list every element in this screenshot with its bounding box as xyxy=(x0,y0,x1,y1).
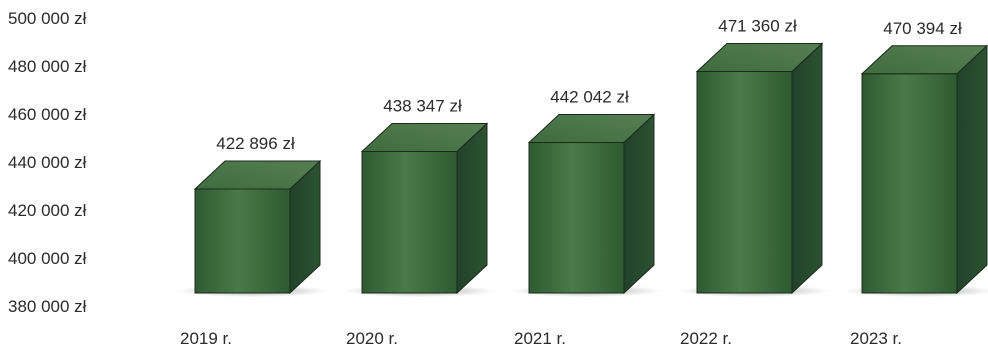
y-tick-label: 400 000 zł xyxy=(8,249,87,268)
bar-side-face xyxy=(791,42,823,295)
y-tick-label: 500 000 zł xyxy=(8,9,87,28)
bar-top-face xyxy=(860,45,988,75)
y-tick-label: 440 000 zł xyxy=(8,153,87,172)
bar-top-face xyxy=(695,42,824,72)
bar: 471 360 zł xyxy=(679,16,830,297)
bar-value-label: 470 394 zł xyxy=(883,19,962,38)
y-axis-tick-labels: 500 000 zł 480 000 zł 460 000 zł 440 000 zł… xyxy=(8,9,87,316)
x-category-label: 2023 r. xyxy=(850,329,902,348)
bar-side-face xyxy=(456,122,488,295)
bar-value-label: 442 042 zł xyxy=(550,88,629,107)
y-tick-label: 380 000 zł xyxy=(8,297,87,316)
x-category-label: 2021 r. xyxy=(514,329,566,348)
bar-front-face xyxy=(194,188,291,294)
bar-top-face xyxy=(527,114,656,144)
bar-value-label: 438 347 zł xyxy=(383,97,462,116)
y-tick-label: 460 000 zł xyxy=(8,105,87,124)
y-tick-label: 420 000 zł xyxy=(8,201,87,220)
bar-top-face xyxy=(360,123,489,153)
bar-front-face xyxy=(361,151,458,294)
x-category-label: 2019 r. xyxy=(180,329,232,348)
bar: 442 042 zł xyxy=(511,88,662,297)
bar-front-face xyxy=(528,142,625,294)
x-axis-category-labels: 2019 r. 2020 r. 2021 r. 2022 r. 2023 r. xyxy=(180,329,902,348)
bar-value-label: 471 360 zł xyxy=(718,16,797,35)
bar: 470 394 zł xyxy=(844,19,988,297)
bar-top-face xyxy=(193,160,322,190)
bar: 438 347 zł xyxy=(344,97,495,297)
bar-side-face xyxy=(623,113,655,295)
bar: 422 896 zł xyxy=(177,134,328,297)
bar-front-face xyxy=(696,70,793,294)
x-category-label: 2022 r. xyxy=(680,329,732,348)
x-category-label: 2020 r. xyxy=(346,329,398,348)
y-tick-label: 480 000 zł xyxy=(8,57,87,76)
bars: 422 896 zł 438 347 zł 442 042 zł 471 360 zł… xyxy=(177,16,988,297)
bar-value-label: 422 896 zł xyxy=(216,134,295,153)
bar-side-face xyxy=(956,44,988,295)
bar-front-face xyxy=(861,73,958,294)
